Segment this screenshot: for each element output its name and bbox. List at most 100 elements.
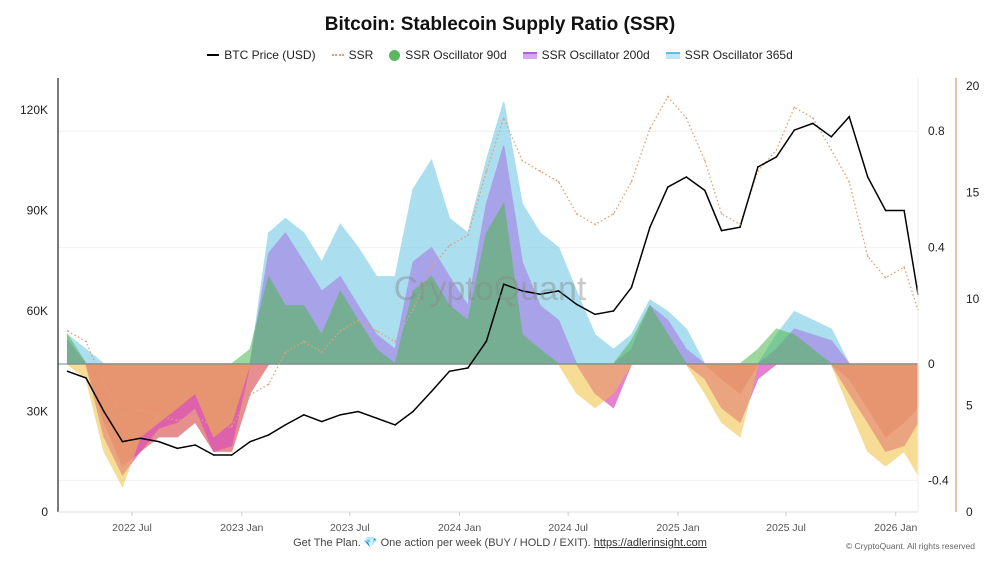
ssr-tick-label: 10 <box>966 292 980 306</box>
ssr-point <box>357 319 359 322</box>
ssr-point <box>394 340 396 343</box>
ssr-point <box>903 266 905 268</box>
x-tick-label: 2024 Jan <box>438 522 481 534</box>
btc-price-point <box>521 290 524 292</box>
x-tick-label: 2024 Jul <box>548 522 588 534</box>
legend-label: SSR Oscillator 200d <box>541 48 650 62</box>
ssr-point <box>667 95 669 98</box>
btc-price-point <box>467 367 469 369</box>
ssr-point <box>467 234 469 236</box>
btc-price-point <box>739 226 741 229</box>
btc-price-point <box>685 176 688 178</box>
footer-text: Get The Plan. 💎 One action per week (BUY… <box>293 537 591 549</box>
ssr-point <box>521 159 524 162</box>
btc-price-point <box>103 410 105 413</box>
btc-price-point <box>830 136 833 138</box>
btc-price-point <box>775 156 778 158</box>
price-tick-label: 90K <box>27 204 48 218</box>
ssr-point <box>557 181 560 183</box>
btc-price-point <box>121 440 124 443</box>
ssr-point <box>212 426 215 428</box>
ssr-point <box>812 117 814 119</box>
footer-link[interactable]: https://adlerinsight.com <box>593 537 707 549</box>
price-tick-label: 0 <box>41 505 48 519</box>
legend: BTC Price (USD) SSR SSR Oscillator 90d S… <box>0 48 1000 62</box>
oscillator-tick-label: 0.8 <box>928 124 945 138</box>
btc-price-point <box>704 189 706 192</box>
bar-icon <box>665 51 680 59</box>
bar-icon <box>522 51 537 59</box>
btc-price-point <box>485 340 488 342</box>
ssr-point <box>649 127 651 130</box>
price-tick-label: 30K <box>27 405 48 419</box>
btc-price-point <box>448 370 451 373</box>
btc-price-point <box>557 290 560 292</box>
btc-price-line <box>67 115 919 456</box>
ssr-point <box>502 117 505 119</box>
circle-icon <box>389 49 401 61</box>
series-lines <box>66 95 919 456</box>
ssr-point <box>339 330 342 332</box>
ssr-point <box>176 419 179 422</box>
ssr-point <box>539 170 541 172</box>
btc-price-point <box>612 310 615 312</box>
btc-price-point <box>630 286 633 289</box>
btc-price-point <box>249 440 251 443</box>
x-tick-label: 2022 Jul <box>112 522 152 534</box>
dotted-line-icon <box>331 54 344 56</box>
copyright: © CryptoQuant. All rights reserved <box>845 541 975 551</box>
btc-price-point <box>667 186 669 188</box>
axes: 0 30K 60K 90K 120K -0.4 0 0.4 0.8 0 5 10 15 20 2022 Ju… <box>20 78 980 534</box>
ssr-point <box>485 170 488 172</box>
ssr-tick-label: 20 <box>966 79 980 93</box>
oscillator-areas <box>58 101 919 488</box>
btc-price-point <box>793 129 796 131</box>
legend-label: BTC Price (USD) <box>224 48 316 62</box>
ssr-point <box>284 351 287 354</box>
btc-price-point <box>394 424 396 426</box>
legend-item-ssr-osc-90d[interactable]: SSR Oscillator 90d <box>389 48 507 62</box>
ssr-point <box>704 159 706 162</box>
legend-item-btc-price[interactable]: BTC Price (USD) <box>207 48 316 62</box>
btc-price-point <box>720 229 723 232</box>
ssr-oscillator-90d-negative-area <box>65 363 919 488</box>
ssr-point <box>884 276 887 279</box>
ssr-point <box>267 383 270 386</box>
ssr-point <box>249 394 251 396</box>
btc-price-point <box>158 440 160 443</box>
btc-price-point <box>139 437 142 440</box>
legend-label: SSR <box>348 48 374 62</box>
ssr-point <box>320 351 323 354</box>
ssr-tick-label: 0 <box>966 505 973 519</box>
btc-price-point <box>230 454 233 456</box>
btc-price-point <box>575 303 578 306</box>
ssr-line <box>67 95 919 428</box>
ssr-point <box>158 415 160 417</box>
footer: Get The Plan. 💎 One action per week (BUY… <box>0 536 1000 549</box>
ssr-point <box>303 340 305 343</box>
btc-price-point <box>375 417 378 420</box>
ssr-point <box>575 213 578 215</box>
ssr-point <box>612 213 615 215</box>
legend-label: SSR Oscillator 90d <box>405 48 507 62</box>
ssr-point <box>775 149 778 151</box>
legend-item-ssr-osc-200d[interactable]: SSR Oscillator 200d <box>522 48 650 62</box>
btc-price-point <box>594 313 596 316</box>
legend-item-ssr-osc-365d[interactable]: SSR Oscillator 365d <box>665 48 793 62</box>
btc-price-point <box>502 283 505 286</box>
ssr-point <box>448 244 451 247</box>
ssr-point <box>793 106 796 109</box>
oscillator-tick-label: 0.4 <box>928 241 945 255</box>
ssr-point <box>830 149 833 151</box>
ssr-point <box>848 181 851 183</box>
btc-price-point <box>757 166 759 168</box>
ssr-point <box>412 308 414 311</box>
ssr-point <box>866 255 869 258</box>
ssr-point <box>139 408 142 411</box>
oscillator-tick-label: -0.4 <box>928 473 949 487</box>
btc-price-point <box>339 414 342 416</box>
legend-item-ssr[interactable]: SSR <box>331 48 374 62</box>
ssr-point <box>375 330 378 332</box>
ssr-point <box>194 415 197 417</box>
